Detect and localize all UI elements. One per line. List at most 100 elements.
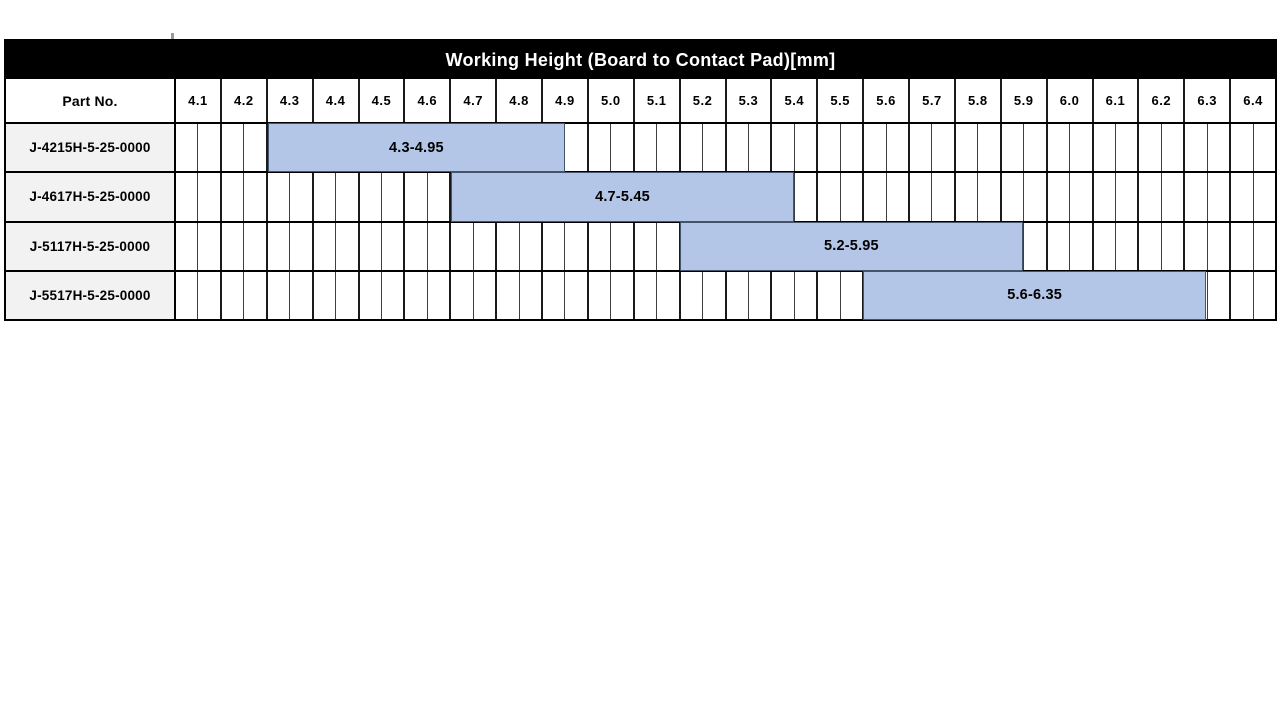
grid-cell xyxy=(1048,173,1071,221)
grid-cell xyxy=(543,271,566,319)
grid-cell xyxy=(290,271,314,319)
grid-cell xyxy=(1185,173,1208,221)
grid-cell xyxy=(428,222,452,270)
grid-cell xyxy=(1048,124,1071,172)
grid-cell xyxy=(749,271,773,319)
grid-cell xyxy=(978,124,1002,172)
grid-cell xyxy=(589,222,612,270)
grid-cell xyxy=(474,222,498,270)
part-no-header: Part No. xyxy=(6,79,176,122)
grid-cell xyxy=(1185,222,1208,270)
grid-cell xyxy=(268,173,291,221)
grid-cell xyxy=(244,222,268,270)
grid-cell xyxy=(222,222,245,270)
chart-rows: J-4215H-5-25-0000 4.3-4.95 J-4617H-5-25-00… xyxy=(6,123,1275,320)
grid-cell xyxy=(1070,173,1094,221)
axis-tick: 4.7 xyxy=(451,79,498,122)
grid-cell xyxy=(657,271,681,319)
grid-cell xyxy=(589,271,612,319)
axis-tick: 5.2 xyxy=(681,79,727,122)
grid-cell xyxy=(290,222,314,270)
grid-cell xyxy=(703,271,727,319)
axis-tick: 5.5 xyxy=(818,79,865,122)
grid-cell xyxy=(1254,272,1275,319)
axis-tick: 6.0 xyxy=(1048,79,1094,122)
grid-cell xyxy=(565,222,589,270)
grid-cell xyxy=(1002,173,1025,221)
grid-cell xyxy=(268,222,291,270)
grid-cell xyxy=(1162,173,1186,221)
grid-cell xyxy=(222,271,245,319)
grid-cell xyxy=(1162,222,1186,270)
grid-cell xyxy=(268,271,291,319)
table-row: J-4617H-5-25-0000 4.7-5.45 xyxy=(6,172,1275,223)
grid-cell xyxy=(795,271,819,319)
range-bar: 5.6-6.35 xyxy=(862,270,1207,320)
grid-cell xyxy=(1254,124,1275,171)
grid-cell xyxy=(1094,173,1116,221)
grid-cell xyxy=(405,222,428,270)
range-bar-label: 4.3-4.95 xyxy=(388,139,444,156)
grid-cell xyxy=(543,222,566,270)
grid-cell xyxy=(611,271,635,319)
grid-cell xyxy=(360,173,382,221)
axis-tick: 5.7 xyxy=(910,79,956,122)
grid-cell xyxy=(887,124,910,172)
grid-cell xyxy=(336,271,360,319)
grid-cell xyxy=(336,222,360,270)
grid-cell xyxy=(520,222,543,270)
grid-cell xyxy=(841,173,865,221)
grid-cell xyxy=(497,222,520,270)
axis-tick: 6.1 xyxy=(1094,79,1140,122)
grid-cell xyxy=(474,271,498,319)
grid-cell xyxy=(635,222,658,270)
grid-cell xyxy=(841,271,865,319)
grid-cell xyxy=(244,124,268,172)
grid-cell xyxy=(176,124,199,172)
grid-cell xyxy=(772,124,795,172)
grid-cell xyxy=(1024,173,1048,221)
grid-cell xyxy=(428,271,452,319)
grid-cell xyxy=(727,124,749,172)
grid-cell xyxy=(314,271,337,319)
axis-tick: 4.3 xyxy=(268,79,314,122)
grid-cell xyxy=(1116,173,1140,221)
grid-cell xyxy=(520,271,543,319)
grid-cell xyxy=(360,271,382,319)
part-no-cell: J-5517H-5-25-0000 xyxy=(6,271,176,319)
grid-cell xyxy=(405,271,428,319)
grid-cell xyxy=(382,222,406,270)
grid-cell xyxy=(1048,222,1071,270)
grid-cell xyxy=(795,173,819,221)
grid-cell xyxy=(611,124,635,172)
grid-cell xyxy=(336,173,360,221)
axis-tick: 5.9 xyxy=(1002,79,1048,122)
grid-cell xyxy=(244,173,268,221)
axis-tick: 4.5 xyxy=(360,79,406,122)
grid-cell xyxy=(176,173,199,221)
stray-mark xyxy=(171,33,174,39)
table-row: J-5517H-5-25-0000 5.6-6.35 xyxy=(6,270,1275,320)
grid-cell xyxy=(314,173,337,221)
grid-cell xyxy=(1185,271,1208,319)
axis-tick: 6.3 xyxy=(1185,79,1232,122)
range-bar: 5.2-5.95 xyxy=(679,221,1024,271)
grid-cell xyxy=(1254,223,1275,270)
range-bar-label: 5.2-5.95 xyxy=(824,238,879,255)
grid-cell xyxy=(635,124,658,172)
grid-cell xyxy=(198,222,222,270)
grid-cell xyxy=(864,124,887,172)
table-row: J-4215H-5-25-0000 4.3-4.95 xyxy=(6,123,1275,174)
part-no-cell: J-5117H-5-25-0000 xyxy=(6,222,176,270)
axis-ticks: 4.1 4.2 4.3 4.4 4.5 4.6 4.7 4.8 4.9 5.0 5.1 5.2 5.3 5… xyxy=(176,79,1275,122)
grid-cell xyxy=(956,124,979,172)
grid-cell xyxy=(1070,222,1094,270)
axis-tick: 5.1 xyxy=(635,79,681,122)
grid-cell xyxy=(382,271,406,319)
grid-cell xyxy=(1231,222,1254,270)
axis-tick: 6.4 xyxy=(1243,93,1263,108)
grid-cell xyxy=(795,124,819,172)
part-no-cell: J-4215H-5-25-0000 xyxy=(6,124,176,172)
grid-cell xyxy=(1002,222,1025,270)
